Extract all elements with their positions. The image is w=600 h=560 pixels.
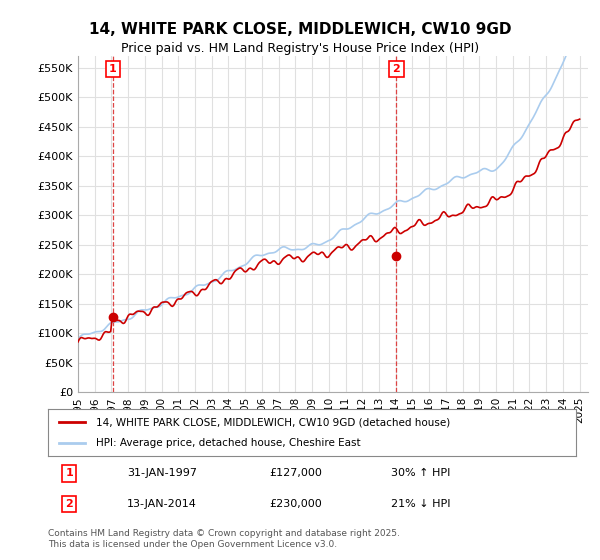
Text: 1: 1	[65, 468, 73, 478]
Text: £230,000: £230,000	[270, 499, 323, 509]
Text: 21% ↓ HPI: 21% ↓ HPI	[391, 499, 451, 509]
Text: 1: 1	[109, 64, 116, 74]
Text: Price paid vs. HM Land Registry's House Price Index (HPI): Price paid vs. HM Land Registry's House …	[121, 42, 479, 55]
Text: 30% ↑ HPI: 30% ↑ HPI	[391, 468, 451, 478]
Text: 2: 2	[392, 64, 400, 74]
Text: Contains HM Land Registry data © Crown copyright and database right 2025.
This d: Contains HM Land Registry data © Crown c…	[48, 529, 400, 549]
Text: 14, WHITE PARK CLOSE, MIDDLEWICH, CW10 9GD: 14, WHITE PARK CLOSE, MIDDLEWICH, CW10 9…	[89, 22, 511, 38]
Text: £127,000: £127,000	[270, 468, 323, 478]
Text: 14, WHITE PARK CLOSE, MIDDLEWICH, CW10 9GD (detached house): 14, WHITE PARK CLOSE, MIDDLEWICH, CW10 9…	[95, 417, 450, 427]
Text: 13-JAN-2014: 13-JAN-2014	[127, 499, 197, 509]
Text: HPI: Average price, detached house, Cheshire East: HPI: Average price, detached house, Ches…	[95, 438, 360, 448]
Text: 31-JAN-1997: 31-JAN-1997	[127, 468, 197, 478]
Text: 2: 2	[65, 499, 73, 509]
